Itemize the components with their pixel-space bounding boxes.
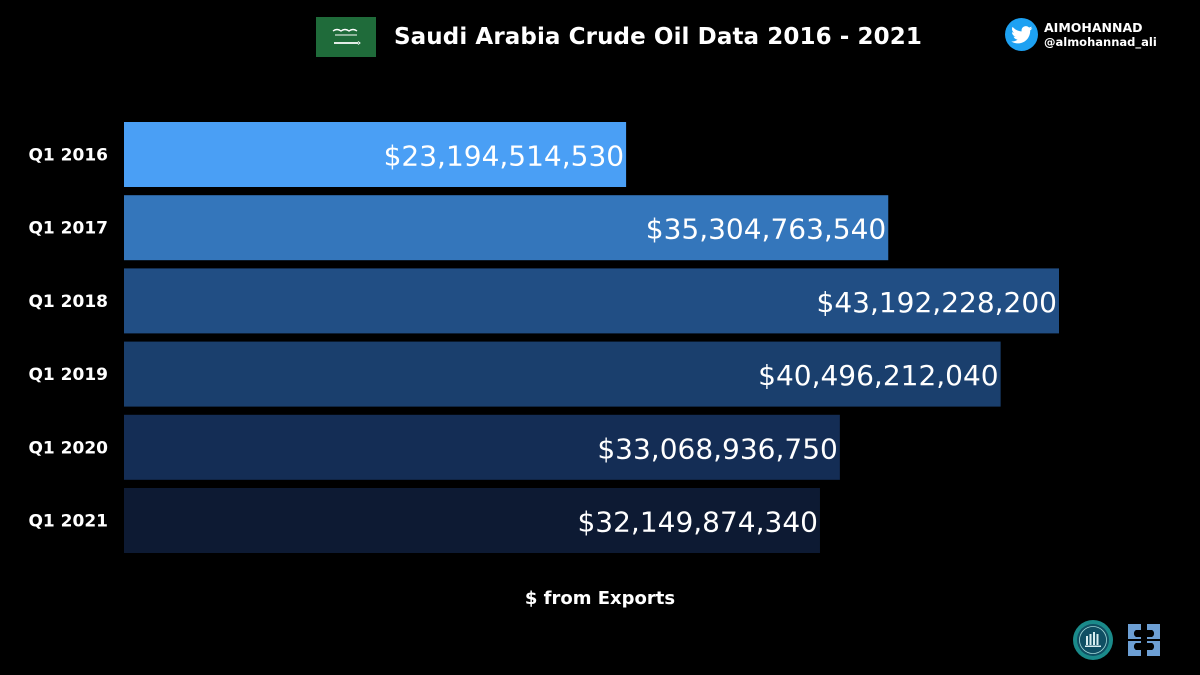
twitter-name: AIMOHANNAD — [1044, 19, 1143, 35]
value-label: $40,496,212,040 — [758, 359, 998, 392]
category-label: Q1 2017 — [28, 219, 108, 239]
category-label: Q1 2019 — [28, 365, 108, 385]
bar-q1-2020 — [124, 414, 840, 480]
category-label: Q1 2020 — [28, 438, 108, 458]
bar-q1-2017 — [124, 195, 889, 261]
value-label: $35,304,763,540 — [646, 213, 886, 246]
bar-q1-2019 — [124, 341, 1001, 407]
value-label: $23,194,514,530 — [384, 140, 624, 173]
social-credit: AIMOHANNAD @almohannad_ali — [1005, 18, 1157, 51]
twitter-bird-icon — [1005, 18, 1038, 51]
category-label: Q1 2016 — [28, 146, 108, 166]
value-label: $43,192,228,200 — [817, 286, 1057, 319]
saudi-arabia-flag-icon — [316, 17, 376, 57]
bar-q1-2018 — [124, 268, 1059, 334]
opec-logo-icon — [1128, 624, 1160, 656]
value-label: $32,149,874,340 — [577, 506, 817, 539]
bar-q1-2016 — [124, 122, 627, 187]
category-label: Q1 2021 — [28, 512, 108, 532]
value-label: $33,068,936,750 — [597, 432, 837, 465]
twitter-handle: @almohannad_ali — [1044, 34, 1157, 49]
ministry-seal-logo-icon — [1073, 620, 1113, 660]
chart-title: Saudi Arabia Crude Oil Data 2016 - 2021 — [394, 24, 922, 50]
bar-q1-2021 — [124, 488, 820, 553]
category-label: Q1 2018 — [28, 292, 108, 312]
x-axis-label: $ from Exports — [524, 588, 676, 609]
title-bar: Saudi Arabia Crude Oil Data 2016 - 2021 — [316, 17, 922, 57]
